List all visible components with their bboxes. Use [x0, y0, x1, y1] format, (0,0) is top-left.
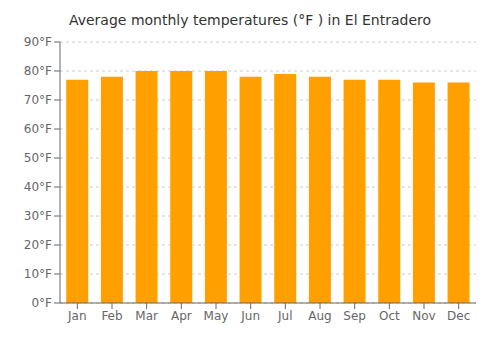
svg-text:70°F: 70°F — [24, 93, 52, 107]
svg-text:60°F: 60°F — [24, 122, 52, 136]
svg-text:Jan: Jan — [67, 309, 87, 323]
html-text:Average monthly temperatures (: Average monthly temperatures (°F ) in El… — [69, 12, 431, 28]
svg-text:Feb: Feb — [101, 309, 122, 323]
svg-text:30°F: 30°F — [24, 209, 52, 223]
svg-text:10°F: 10°F — [24, 267, 52, 281]
svg-text:Oct: Oct — [379, 309, 400, 323]
svg-text:Aug: Aug — [308, 309, 331, 323]
svg-text:Jun: Jun — [240, 309, 260, 323]
svg-text:Nov: Nov — [412, 309, 435, 323]
svg-text:Jul: Jul — [277, 309, 292, 323]
svg-text:80°F: 80°F — [24, 64, 52, 78]
svg-text:20°F: 20°F — [24, 238, 52, 252]
svg-text:0°F: 0°F — [31, 296, 52, 310]
svg-text:40°F: 40°F — [24, 180, 52, 194]
svg-text:90°F: 90°F — [24, 35, 52, 49]
svg-text:Sep: Sep — [343, 309, 366, 323]
svg-text:Dec: Dec — [447, 309, 470, 323]
svg-text:Apr: Apr — [171, 309, 192, 323]
svg-text:50°F: 50°F — [24, 151, 52, 165]
svg-text:Mar: Mar — [135, 309, 158, 323]
svg-text:May: May — [204, 309, 229, 323]
